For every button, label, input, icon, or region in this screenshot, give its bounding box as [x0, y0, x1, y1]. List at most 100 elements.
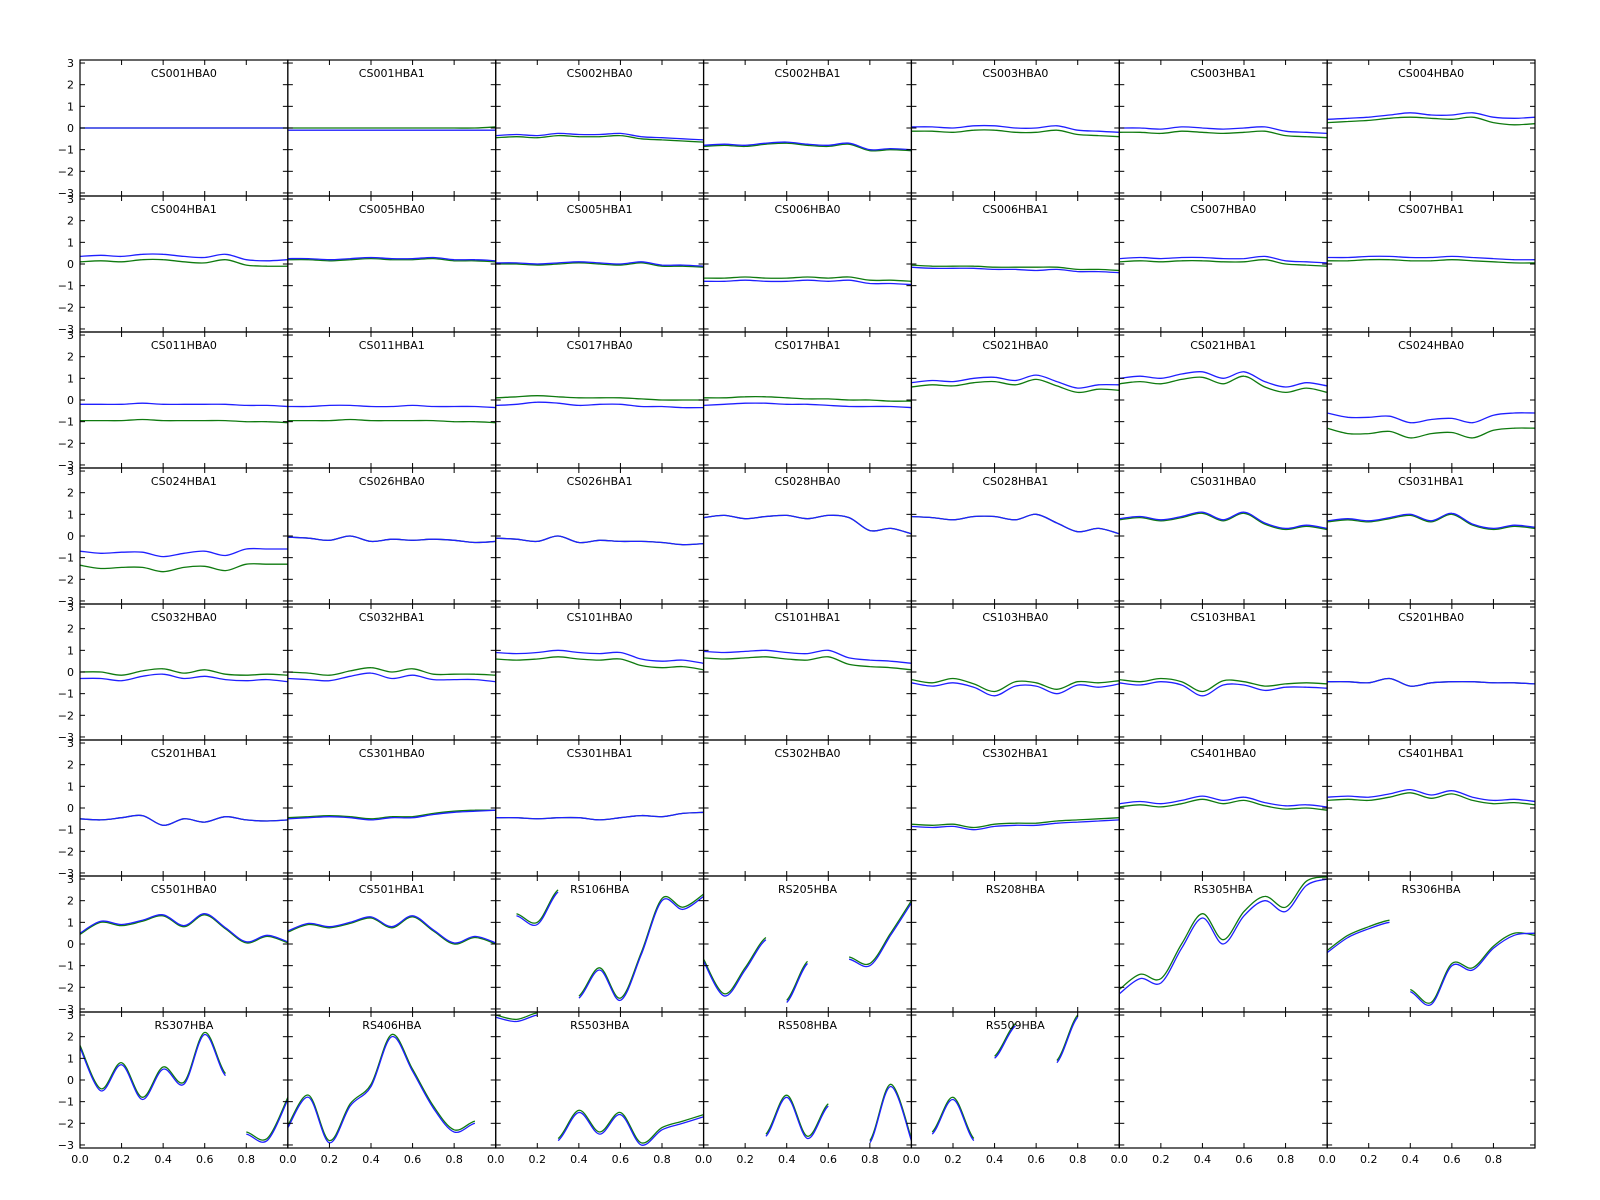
series-b-line — [287, 1033, 476, 1142]
y-tick-label: 0 — [67, 258, 74, 271]
x-tick-label: 0.4 — [986, 1153, 1004, 1166]
series-a-line — [703, 402, 912, 409]
panel-title: RS406HBA — [362, 1019, 421, 1032]
panel-cs028hba1: CS028HBA1 — [910, 467, 1120, 605]
series-a-line — [80, 253, 288, 262]
y-tick-label: −3 — [58, 1003, 74, 1016]
series-a-line — [1119, 878, 1328, 995]
series-a-line — [80, 814, 288, 826]
series-b-line — [495, 1012, 704, 1144]
panel-title: CS301HBA0 — [359, 747, 425, 760]
panel-cs103hba1: CS103HBA1 — [1118, 603, 1328, 741]
series-b-line — [495, 395, 704, 401]
series-b-line — [495, 134, 704, 143]
panel-title: CS031HBA0 — [1190, 475, 1256, 488]
panel-title: CS007HBA0 — [1190, 203, 1256, 216]
series-b-line — [1327, 258, 1535, 264]
y-tick-label: 2 — [67, 351, 74, 364]
series-a-line — [1327, 112, 1535, 120]
series-b-line — [80, 563, 288, 573]
series-a-line — [1119, 255, 1328, 264]
panel-title: RS306HBA — [1402, 883, 1461, 896]
panel-title: CS003HBA1 — [1190, 67, 1256, 80]
x-tick-label: 0.8 — [238, 1153, 256, 1166]
panel-title: CS201HBA0 — [1398, 611, 1464, 624]
panel-title: CS501HBA1 — [359, 883, 425, 896]
series-a-line — [1119, 511, 1328, 530]
x-tick-label: 0.2 — [113, 1153, 131, 1166]
series-b-line — [911, 264, 1120, 272]
series-a-line — [703, 514, 912, 535]
series-b-line — [703, 656, 912, 671]
series-b-line — [1119, 512, 1328, 531]
panel-rs307hba: 3 2 1 0 −1 −2 −30.0 0.2 0.4 0.6 0.8 RS307HBA — [58, 1009, 289, 1166]
y-tick-label: −1 — [58, 144, 74, 157]
series-a-line — [287, 809, 496, 821]
panel-title: CS028HBA1 — [982, 475, 1048, 488]
panel-title: CS002HBA1 — [775, 67, 841, 80]
y-tick-label: 1 — [67, 236, 74, 249]
series-a-line — [80, 1033, 288, 1143]
y-tick-label: 1 — [67, 916, 74, 929]
panel-title: RS305HBA — [1194, 883, 1253, 896]
y-tick-label: −2 — [58, 981, 74, 994]
panel-title: RS307HBA — [154, 1019, 213, 1032]
panel-title: CS005HBA1 — [567, 203, 633, 216]
x-tick-label: 0.6 — [1027, 1153, 1045, 1166]
y-tick-label: 1 — [67, 372, 74, 385]
series-a-line — [1327, 677, 1535, 687]
series-b-line — [911, 129, 1120, 138]
series-a-line — [703, 279, 912, 286]
series-b-line — [1119, 677, 1328, 693]
series-b-line — [1119, 130, 1328, 139]
series-a-line — [911, 682, 1120, 697]
series-b-line — [1327, 513, 1535, 531]
panel-title: CS101HBA0 — [567, 611, 633, 624]
y-tick-label: −1 — [58, 280, 74, 293]
y-tick-label: 0 — [67, 802, 74, 815]
y-tick-label: 2 — [67, 623, 74, 636]
y-tick-label: 0 — [67, 394, 74, 407]
y-tick-label: 1 — [67, 1052, 74, 1065]
panel-title: CS006HBA0 — [775, 203, 841, 216]
y-tick-label: −3 — [58, 187, 74, 200]
x-tick-label: 0.0 — [903, 1153, 921, 1166]
panel-title: CS031HBA1 — [1398, 475, 1464, 488]
y-tick-label: −2 — [58, 437, 74, 450]
y-tick-label: 3 — [67, 57, 74, 70]
series-a-line — [287, 672, 496, 683]
panel-cs007hba0: CS007HBA0 — [1118, 195, 1328, 333]
panel-title: CS026HBA1 — [567, 475, 633, 488]
series-b-line — [1327, 792, 1535, 806]
panel-title: CS004HBA1 — [151, 203, 217, 216]
series-a-line — [495, 401, 704, 409]
series-a-line — [703, 902, 912, 1003]
series-a-line — [765, 1085, 912, 1144]
series-a-line — [287, 256, 496, 262]
x-tick-label: 0.6 — [1235, 1153, 1253, 1166]
panel-title: RS205HBA — [778, 883, 837, 896]
panel-cs201hba0: CS201HBA0 — [1326, 603, 1536, 741]
series-b-line — [80, 418, 288, 424]
series-b-line — [911, 677, 1120, 693]
series-b-line — [703, 900, 912, 1001]
x-tick-label: 0.2 — [736, 1153, 754, 1166]
panel-title: RS208HBA — [986, 883, 1045, 896]
series-a-line — [911, 266, 1120, 274]
series-b-line — [80, 914, 288, 944]
series-a-line — [1119, 370, 1328, 388]
panel-title: RS508HBA — [778, 1019, 837, 1032]
series-a-line — [495, 811, 704, 821]
panel-cs011hba1: CS011HBA1 — [287, 331, 497, 469]
x-tick-label: 0.2 — [1152, 1153, 1170, 1166]
panel-title: CS021HBA0 — [982, 339, 1048, 352]
y-tick-label: −1 — [58, 688, 74, 701]
series-a-line — [911, 124, 1120, 133]
y-tick-label: 2 — [67, 79, 74, 92]
panel-title: CS006HBA1 — [982, 203, 1048, 216]
series-a-line — [80, 547, 288, 558]
y-tick-label: 3 — [67, 329, 74, 342]
panel-title: CS301HBA1 — [567, 747, 633, 760]
series-b-line — [703, 276, 912, 282]
